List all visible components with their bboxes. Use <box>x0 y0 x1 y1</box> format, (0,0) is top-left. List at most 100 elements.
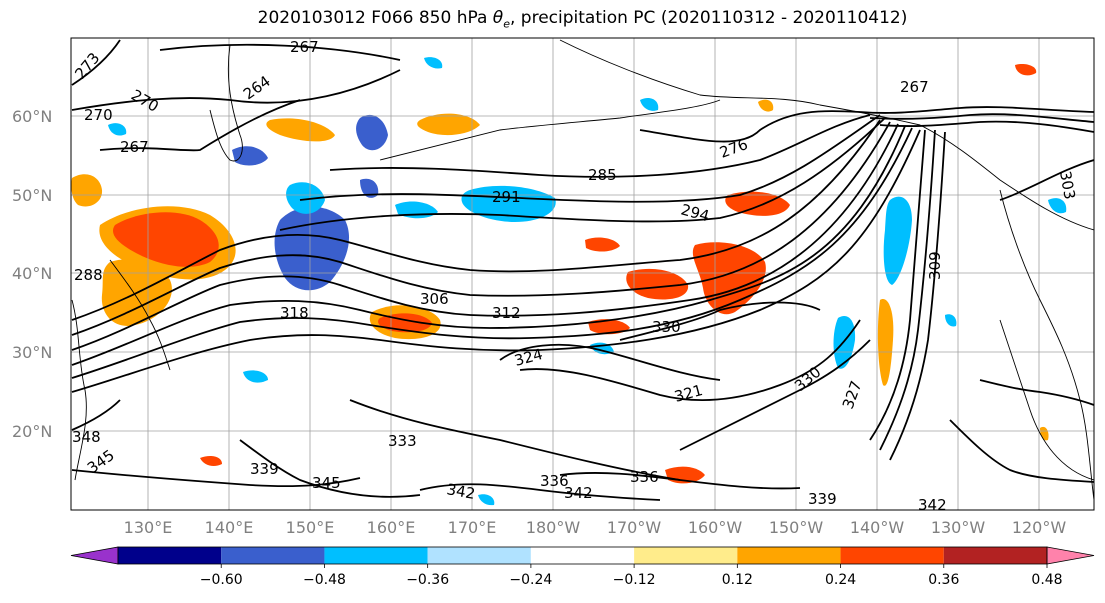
precip-negative-region <box>640 98 659 111</box>
contour-jet-3 <box>71 123 899 351</box>
contour-jet-5 <box>71 127 913 379</box>
lon-label: 180°W <box>526 518 581 537</box>
contour-label: 345 <box>312 474 341 492</box>
coast-north-america <box>999 189 1094 501</box>
precipitation-shading <box>71 57 1067 506</box>
contour-label: 339 <box>250 460 279 478</box>
contour-285 <box>329 114 871 178</box>
coast-mexico <box>999 319 1094 481</box>
contour-sw-loop <box>949 419 1094 483</box>
contour-339 <box>239 439 421 498</box>
colorbar-segment <box>427 547 531 564</box>
contour-label: 309 <box>926 251 944 280</box>
lon-label: 160°W <box>688 518 743 537</box>
colorbar-segment <box>943 547 1047 564</box>
lon-label: 140°W <box>850 518 905 537</box>
lon-label: 160°E <box>367 518 416 537</box>
contour-270 <box>71 69 401 111</box>
lon-label: 150°E <box>286 518 335 537</box>
contour-label: 267 <box>290 38 319 56</box>
contour-label: 318 <box>280 304 309 322</box>
colorbar-tick-label: 0.24 <box>825 572 856 588</box>
contour-label: 306 <box>420 290 449 308</box>
colorbar-tick-label: 0.12 <box>722 572 753 588</box>
contour-label: 339 <box>808 490 837 508</box>
contour-label: 348 <box>72 428 101 446</box>
lon-label: 170°E <box>448 518 497 537</box>
title-suffix: , precipitation PC (2020110312 - 2020110… <box>509 8 908 28</box>
precip-positive-region <box>585 237 620 252</box>
lon-label: 120°W <box>1012 518 1067 537</box>
precip-positive-region <box>1015 63 1037 76</box>
lat-label: 20°N <box>12 422 52 441</box>
contour-label: 267 <box>120 138 149 156</box>
precip-negative-region <box>356 114 388 151</box>
contour-312 <box>879 129 936 451</box>
precip-negative-region <box>108 123 127 136</box>
map-title: 2020103012 F066 850 hPa θe, precipitatio… <box>0 8 1105 30</box>
latitude-labels: 60°N 50°N 40°N 30°N 20°N <box>12 107 52 441</box>
lat-label: 50°N <box>12 186 52 205</box>
coast-aleutians <box>379 99 721 161</box>
contour-jet-4 <box>71 125 906 366</box>
contour-label: 312 <box>492 304 521 322</box>
contour-jet-1 <box>71 119 881 321</box>
contour-276 <box>639 110 861 143</box>
precip-positive-region <box>417 113 480 136</box>
contour-label: 270 <box>84 106 113 124</box>
contour-label: 333 <box>388 432 417 450</box>
precip-negative-region <box>286 182 325 214</box>
coast-asia <box>71 299 87 481</box>
colorbar-extend-low <box>70 546 119 565</box>
contour-333 <box>349 399 681 481</box>
lon-label: 150°W <box>769 518 824 537</box>
contour-291 <box>299 114 881 203</box>
precip-negative-region <box>424 57 443 69</box>
contour-267 <box>159 43 401 61</box>
colorbar-segment <box>118 547 222 564</box>
contour-ak-2 <box>869 113 1094 123</box>
precip-positive-core <box>112 212 219 267</box>
contour-jet-2 <box>71 121 891 336</box>
colorbar-segment <box>737 547 841 564</box>
precip-positive-region <box>71 174 103 207</box>
contour-315 <box>889 131 946 461</box>
contour-label: 303 <box>1056 170 1079 201</box>
precip-positive-region <box>877 299 894 386</box>
precip-negative-region <box>478 494 495 506</box>
contour-309 <box>869 129 926 441</box>
contour-336 <box>559 472 801 490</box>
lon-label: 170°W <box>607 518 662 537</box>
contour-330b <box>679 339 871 451</box>
colorbar-tick-label: −0.36 <box>406 572 449 588</box>
colorbar-extend-high <box>1046 546 1095 565</box>
contour-ak-1 <box>859 106 1094 114</box>
lat-label: 40°N <box>12 264 52 283</box>
contour-label: 267 <box>900 78 929 96</box>
contour-342 <box>419 483 661 501</box>
theta-subscript: e <box>503 17 510 31</box>
contour-jet-6 <box>71 129 921 393</box>
colorbar-tick-label: −0.48 <box>303 572 346 588</box>
colorbar-tick-label: −0.60 <box>200 572 243 588</box>
precip-negative-region <box>945 314 957 327</box>
map-frame <box>70 37 1095 511</box>
contour-label: 285 <box>588 166 617 184</box>
contour-label: 342 <box>445 480 476 503</box>
precip-positive-region <box>725 191 790 216</box>
contour-267b <box>99 99 301 152</box>
lon-label: 130°E <box>124 518 173 537</box>
colorbar: −0.60 −0.48 −0.36 −0.24 −0.12 0.12 0.24 0.36 0.4… <box>70 546 1095 588</box>
colorbar-segment <box>324 547 428 564</box>
colorbar-tick-label: 0.48 <box>1031 572 1062 588</box>
lat-label: 30°N <box>12 343 52 362</box>
colorbar-tick-label: −0.12 <box>613 572 656 588</box>
lon-label: 140°E <box>205 518 254 537</box>
lat-label: 60°N <box>12 107 52 126</box>
colorbar-tick-label: −0.24 <box>509 572 552 588</box>
precip-positive-region <box>200 456 222 466</box>
colorbar-segment <box>840 547 944 564</box>
contour-321 <box>519 319 861 402</box>
theta-symbol: θ <box>492 8 504 28</box>
contour-label: 336 <box>630 468 659 486</box>
